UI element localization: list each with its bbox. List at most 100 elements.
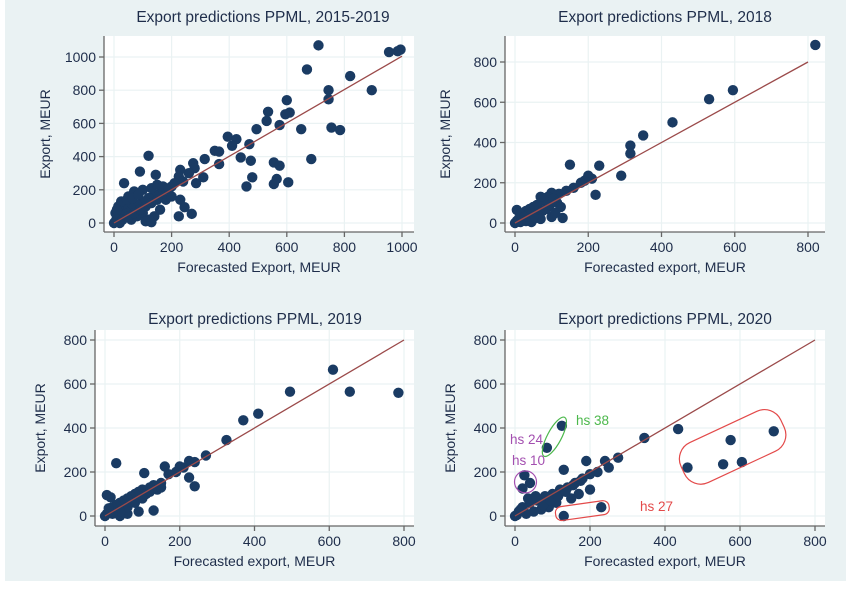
chart-title: Export predictions PPML, 2015-2019	[136, 9, 389, 26]
y-tick-label: 800	[73, 82, 97, 98]
x-tick-label: 800	[333, 239, 357, 255]
x-tick-label: 200	[160, 239, 184, 255]
data-point	[247, 172, 258, 183]
data-point	[245, 155, 256, 166]
data-point	[564, 159, 576, 170]
data-point	[150, 169, 161, 181]
panel-2020: 0 200 400 600 800 0 200 400 600 800 Export predict…	[442, 311, 827, 569]
data-point	[727, 84, 739, 96]
hs10-circle	[513, 470, 538, 494]
data-point	[344, 70, 356, 82]
data-point	[105, 492, 116, 503]
fit-line	[104, 339, 405, 517]
data-point	[552, 491, 564, 502]
y-tick-label: 200	[73, 182, 97, 198]
data-point	[556, 420, 568, 431]
data-point	[810, 39, 821, 51]
data-point	[519, 470, 530, 481]
data-point	[274, 119, 285, 131]
data-point	[717, 459, 729, 470]
chart-title: Export predictions PPML, 2020	[558, 311, 772, 328]
data-point	[213, 146, 225, 157]
y-tick-label: 0	[79, 508, 87, 524]
data-point	[594, 160, 605, 171]
data-point	[344, 386, 356, 397]
data-point	[768, 426, 779, 437]
data-point	[283, 177, 294, 188]
x-tick-label: 600	[275, 239, 299, 255]
fit-line	[514, 61, 809, 224]
data-point	[584, 484, 596, 495]
data-point	[114, 217, 125, 229]
data-point	[235, 152, 246, 163]
y-tick-label: 1000	[65, 49, 96, 65]
data-point	[284, 386, 296, 397]
data-point	[736, 456, 748, 468]
data-point	[515, 216, 526, 228]
chart-title: Export predictions PPML, 2019	[148, 311, 362, 328]
data-point	[251, 124, 262, 135]
y-tick-label: 400	[64, 420, 88, 436]
y-tick-label: 200	[474, 175, 498, 191]
y-axis-label: Export, MEUR	[37, 89, 53, 178]
x-tick-label: 400	[650, 239, 674, 255]
x-tick-label: 600	[723, 239, 747, 255]
data-point	[111, 458, 122, 469]
data-point	[148, 505, 159, 516]
data-point	[515, 504, 526, 515]
data-point	[557, 212, 568, 224]
data-point	[625, 148, 636, 159]
data-point	[672, 423, 684, 435]
data-point	[133, 189, 144, 200]
data-point	[596, 502, 607, 513]
data-point	[639, 432, 650, 444]
y-tick-label: 600	[474, 376, 498, 392]
data-point	[155, 482, 167, 493]
y-axis-label: Export, MEUR	[442, 383, 458, 472]
data-point	[241, 181, 252, 192]
data-point	[296, 124, 307, 135]
data-point	[301, 64, 313, 75]
data-point	[190, 177, 202, 189]
x-tick-label: 200	[577, 239, 601, 255]
data-point	[222, 131, 233, 142]
y-tick-label: 800	[474, 54, 498, 70]
data-point	[383, 46, 395, 58]
y-tick-label: 600	[64, 376, 88, 392]
data-point	[612, 452, 624, 463]
hs24-label: hs 24	[510, 432, 544, 447]
data-point	[581, 455, 592, 467]
y-tick-label: 0	[489, 215, 497, 231]
hs27-right-box	[678, 409, 787, 485]
data-point	[133, 506, 144, 517]
data-point	[253, 408, 264, 419]
data-point	[584, 469, 596, 480]
x-tick-label: 1000	[386, 239, 417, 255]
data-point	[173, 211, 184, 222]
x-tick-label: 400	[243, 533, 267, 549]
data-point	[550, 207, 561, 219]
data-point	[537, 499, 549, 511]
x-tick-label: 400	[218, 239, 242, 255]
data-point	[144, 486, 156, 497]
data-point	[198, 172, 209, 183]
data-point	[625, 140, 636, 151]
fit-line	[514, 339, 816, 517]
data-point	[281, 94, 292, 106]
y-axis-label: Export, MEUR	[32, 383, 48, 472]
x-tick-label: 800	[803, 533, 827, 549]
data-point	[183, 472, 195, 483]
chart-title: Export predictions PPML, 2018	[558, 9, 772, 26]
data-point	[183, 168, 195, 179]
hs27-low-box	[554, 500, 610, 522]
x-axis-label: Forecasted Export, MEUR	[177, 259, 340, 275]
x-axis-label: Forecasted export, MEUR	[584, 553, 746, 569]
data-point	[637, 130, 649, 141]
data-point	[111, 204, 123, 215]
x-tick-label: 800	[796, 239, 820, 255]
data-point	[323, 85, 334, 96]
y-tick-label: 400	[73, 149, 97, 165]
data-point	[226, 140, 238, 152]
data-point	[186, 208, 197, 220]
data-point	[166, 191, 177, 202]
